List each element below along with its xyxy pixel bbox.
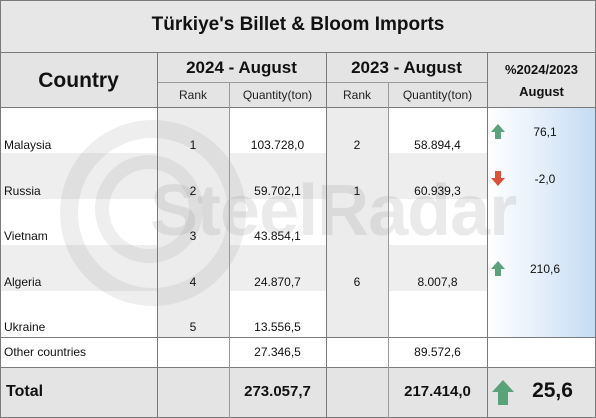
table-title: Türkiye's Billet & Bloom Imports [151,14,445,35]
header-quantity-2024: Quantity(ton) [242,88,313,102]
arrow-up-icon [492,380,514,406]
qty-2023-cell: 60.939,3 [414,184,461,198]
country-cell: Russia [4,184,41,198]
change-cell: -2,0 [534,172,556,186]
qty-2024-cell: 13.556,5 [254,320,301,334]
rank-2024-cell: 1 [189,138,197,152]
rank-2024-cell: 5 [189,320,197,334]
header-change-line1: %2024/2023 [504,62,578,77]
rank-2024-cell: 3 [189,229,197,243]
other-row-bg [0,337,596,367]
rank-2023-cell: 6 [353,275,361,289]
qty-2024-cell: 24.870,7 [254,275,301,289]
total-row-bg [0,367,596,418]
other-qty-2024: 27.346,5 [254,345,301,359]
arrow-up-icon [491,261,505,276]
change-cell: 76,1 [533,125,557,139]
qty-2023-cell: 58.894,4 [414,138,461,152]
rank-2023-cell: 1 [353,184,361,198]
total-qty-2024: 273.057,7 [244,383,311,400]
header-rank-2024: Rank [178,88,207,102]
header-2024-august: 2024 - August [186,58,297,77]
qty-2024-cell: 103.728,0 [250,138,305,152]
header-bg [0,52,596,107]
total-label: Total [6,383,44,400]
country-cell: Algeria [4,275,42,289]
header-country: Country [38,69,119,92]
title-bar-bg [0,0,596,52]
header-rank-2023: Rank [342,88,371,102]
total-change: 25,6 [532,379,573,402]
country-cell: Vietnam [4,229,48,243]
arrow-up-icon [491,124,505,139]
arrow-down-icon [491,171,505,186]
header-change-line2: August [519,84,564,99]
qty-2023-cell: 8.007,8 [417,275,458,289]
change-column-bg [487,107,595,337]
other-qty-2023: 89.572,6 [414,345,461,359]
qty-2024-cell: 43.854,1 [254,229,301,243]
change-cell: 210,6 [529,262,561,276]
header-quantity-2023: Quantity(ton) [402,88,473,102]
rank-2024-cell: 4 [189,275,197,289]
country-cell: Malaysia [4,138,52,152]
header-2023-august: 2023 - August [351,58,462,77]
qty-2024-cell: 59.702,1 [254,184,301,198]
total-qty-2023: 217.414,0 [404,383,471,400]
rank-2024-cell: 2 [189,184,197,198]
rank-2023-cell: 2 [353,138,361,152]
country-cell: Ukraine [4,320,46,334]
other-label: Other countries [4,345,87,359]
